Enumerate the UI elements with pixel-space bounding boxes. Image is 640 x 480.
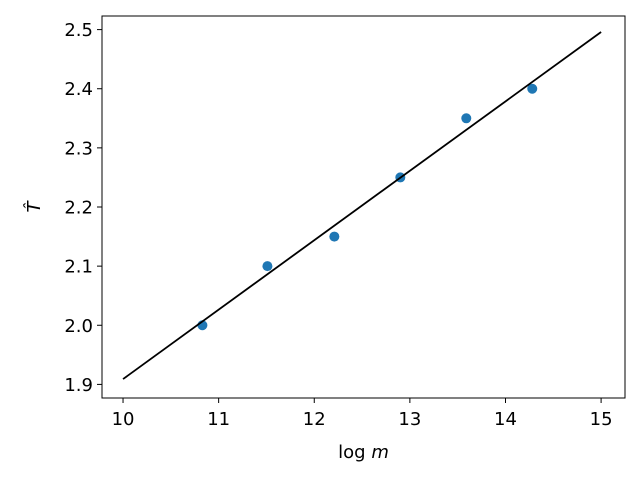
y-tick-label: 2.4 <box>64 79 93 100</box>
x-tick-label: 13 <box>398 409 421 430</box>
plot-layer <box>122 31 602 380</box>
y-tick-label: 2.2 <box>64 198 93 219</box>
fit-line <box>122 31 602 380</box>
scatter-point <box>262 261 273 272</box>
y-tick-label: 2.3 <box>64 138 93 159</box>
y-axis-label: T̂ <box>24 200 45 213</box>
y-tick-label: 2.0 <box>64 316 93 337</box>
x-tick-label: 10 <box>112 409 135 430</box>
x-tick-label: 11 <box>207 409 230 430</box>
x-tick-label: 14 <box>494 409 517 430</box>
scatter-point <box>461 113 472 124</box>
x-axis: 10 11 12 13 14 15 <box>112 398 613 430</box>
x-axis-label: log m <box>338 442 389 463</box>
scatter-point <box>329 231 340 242</box>
y-axis: 1.9 2.0 2.1 2.2 2.3 2.4 2.5 <box>64 20 102 396</box>
y-tick-label: 1.9 <box>64 375 93 396</box>
scatter-point <box>527 83 538 94</box>
x-tick-label: 15 <box>590 409 613 430</box>
y-tick-label: 2.5 <box>64 20 93 41</box>
x-tick-label: 12 <box>303 409 326 430</box>
y-tick-label: 2.1 <box>64 257 93 278</box>
